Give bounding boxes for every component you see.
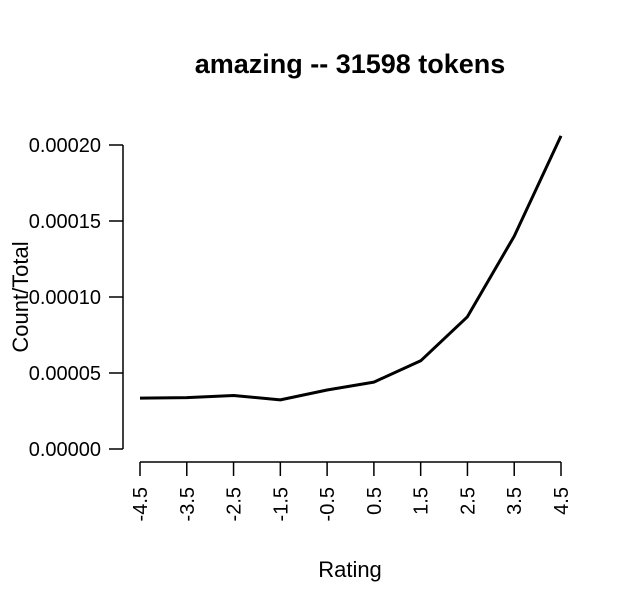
y-tick-label: 0.00015: [29, 211, 101, 233]
chart-title: amazing -- 31598 tokens: [195, 49, 506, 79]
x-ticks: -4.5 -3.5 -2.5 -1.5 -0.5 0.5 1.5 2.5 3.5 4.5: [130, 462, 573, 521]
x-tick-label: -3.5: [177, 487, 199, 521]
y-ticks: 0.00000 0.00005 0.00010 0.00015 0.00020: [29, 135, 123, 461]
x-tick-label: -1.5: [270, 487, 292, 521]
x-axis-label: Rating: [318, 557, 382, 582]
x-tick-label: 1.5: [411, 487, 433, 515]
x-tick-label: -2.5: [224, 487, 246, 521]
x-tick-label: -0.5: [317, 487, 339, 521]
x-tick-label: 4.5: [551, 487, 573, 515]
y-tick-label: 0.00005: [29, 363, 101, 385]
x-tick-label: 3.5: [504, 487, 526, 515]
x-tick-label: -4.5: [130, 487, 152, 521]
x-tick-label: 0.5: [364, 487, 386, 515]
y-tick-label: 0.00020: [29, 135, 101, 157]
x-tick-label: 2.5: [457, 487, 479, 515]
series-line: [139, 135, 563, 402]
y-tick-label: 0.00000: [29, 439, 101, 461]
y-tick-label: 0.00010: [29, 287, 101, 309]
y-axis-label: Count/Total: [8, 241, 33, 352]
